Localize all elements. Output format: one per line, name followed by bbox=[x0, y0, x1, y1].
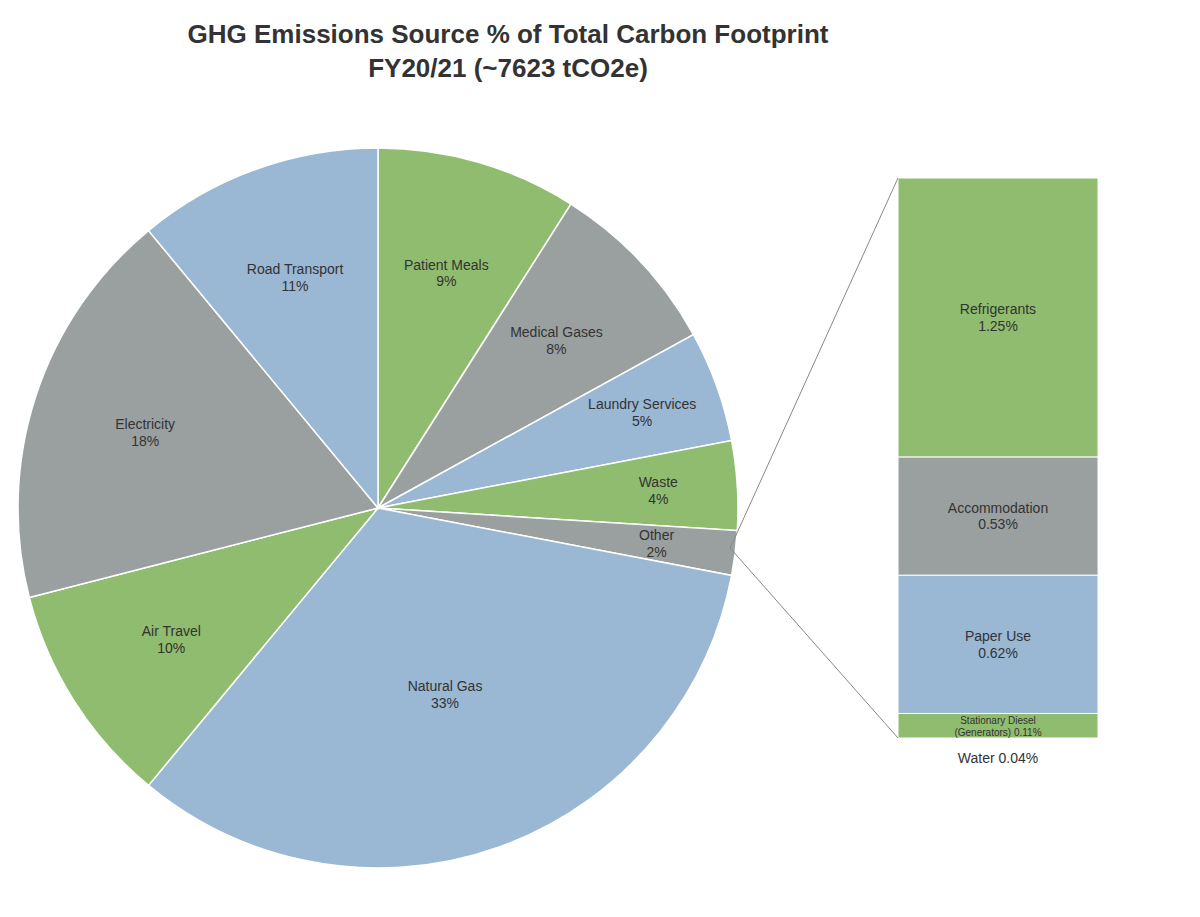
svg-text:Accommodation0.53%: Accommodation0.53% bbox=[948, 500, 1048, 533]
svg-text:Medical Gases8%: Medical Gases8% bbox=[510, 324, 603, 357]
svg-text:Electricity18%: Electricity18% bbox=[115, 416, 175, 449]
svg-text:Air Travel10%: Air Travel10% bbox=[142, 623, 201, 656]
svg-text:Stationary Diesel(Generators): Stationary Diesel(Generators) 0.11% bbox=[954, 714, 1041, 737]
html-text:GHG Emissions Source % of Tota: GHG Emissions Source % of Total Carbon F… bbox=[187, 19, 829, 83]
svg-text:Laundry Services5%: Laundry Services5% bbox=[588, 396, 696, 429]
svg-text:Road Transport11%: Road Transport11% bbox=[247, 261, 344, 294]
svg-text:Other2%: Other2% bbox=[639, 527, 674, 560]
svg-text:Paper Use0.62%: Paper Use0.62% bbox=[965, 628, 1031, 661]
svg-text:Patient Meals9%: Patient Meals9% bbox=[404, 257, 489, 290]
svg-text:Waste4%: Waste4% bbox=[639, 474, 678, 507]
html-text:Water 0.04%: Water 0.04% bbox=[957, 750, 1039, 766]
svg-text:Natural Gas33%: Natural Gas33% bbox=[408, 678, 483, 711]
svg-text:Refrigerants1.25%: Refrigerants1.25% bbox=[960, 301, 1036, 334]
